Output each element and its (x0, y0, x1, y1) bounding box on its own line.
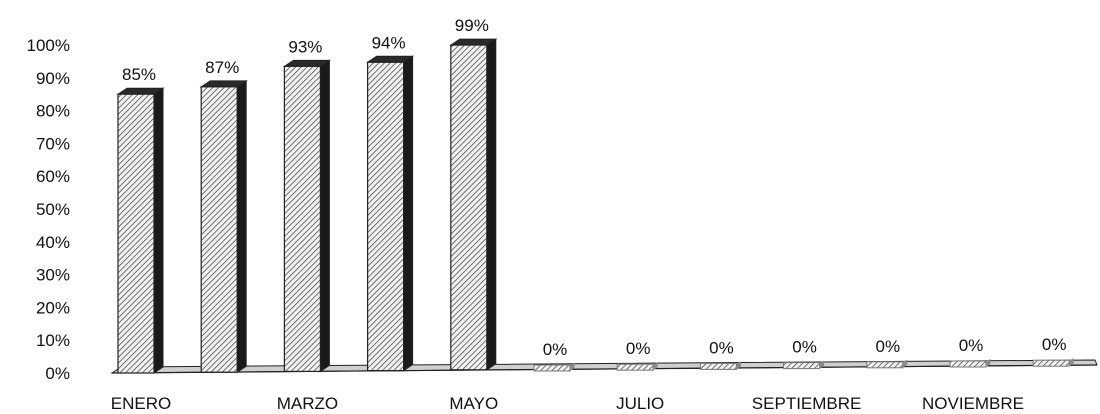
bar-side (653, 362, 658, 371)
bar-side (403, 55, 414, 372)
data-label: 0% (1042, 335, 1067, 354)
x-category-label: ENERO (111, 394, 171, 413)
bar-series (116, 38, 1074, 374)
bar-front (533, 364, 571, 372)
data-label: 0% (876, 337, 901, 356)
data-label: 0% (709, 338, 734, 357)
data-label: 0% (959, 336, 984, 355)
x-axis-labels: ENERO MARZO MAYO JULIO SEPTIEMBRE NOVIEMBRE (111, 394, 1024, 413)
y-tick-label: 20% (36, 298, 70, 317)
data-labels: 85% 87% 93% 94% 99% 0% 0% 0% 0% 0% 0% 0% (122, 16, 1067, 359)
data-label: 0% (626, 339, 651, 358)
bar-top (116, 87, 165, 95)
y-tick-label: 0% (45, 364, 70, 383)
bar-julio (616, 362, 658, 371)
bar-front (283, 65, 321, 373)
x-category-label: MAYO (449, 394, 498, 413)
bar-front (616, 363, 654, 371)
x-category-label: MARZO (277, 394, 338, 413)
bar-junio (533, 363, 575, 372)
chart-floor (110, 359, 1098, 374)
y-tick-label: 100% (27, 36, 70, 55)
data-label: 93% (288, 37, 322, 56)
bar-front (949, 360, 987, 368)
y-tick-label: 30% (36, 266, 70, 285)
bar-febrero (199, 79, 248, 374)
bar-front (1032, 359, 1070, 367)
bar-side (736, 361, 741, 370)
y-tick-label: 40% (36, 233, 70, 252)
bar-agosto (699, 361, 741, 370)
y-tick-label: 70% (36, 134, 70, 153)
bar-side (319, 59, 330, 373)
x-axis-line (111, 364, 1098, 374)
y-tick-label: 10% (36, 331, 70, 350)
bar-enero (116, 87, 165, 374)
bar-side (236, 79, 247, 374)
y-axis: 0% 10% 20% 30% 40% 50% 60% 70% 80% 90% 100% (27, 36, 70, 383)
bar-diciembre (1032, 358, 1074, 367)
bar-abril (365, 55, 415, 372)
data-label: 0% (543, 340, 568, 359)
bar-noviembre (949, 359, 991, 368)
bar-mayo (449, 38, 498, 371)
bar-side (570, 363, 575, 371)
bar-septiembre (783, 360, 825, 370)
bar-front (450, 44, 488, 371)
y-tick-label: 90% (36, 69, 70, 88)
bar-side (902, 359, 908, 368)
bar-front (117, 93, 155, 374)
bar-front (783, 362, 821, 370)
bar-top (365, 55, 415, 63)
y-tick-label: 80% (36, 102, 70, 121)
bar-top (282, 59, 332, 67)
bar-marzo (282, 59, 332, 373)
x-category-label: SEPTIEMBRE (752, 394, 862, 413)
bar-side (986, 359, 991, 367)
data-label: 99% (455, 16, 489, 35)
data-label: 85% (122, 65, 156, 84)
y-tick-label: 50% (36, 200, 70, 219)
data-label: 0% (792, 338, 817, 357)
bar-octubre (866, 359, 908, 369)
bar-front (699, 362, 737, 370)
x-category-label: JULIO (616, 394, 664, 413)
data-label: 94% (372, 33, 406, 52)
bar-front (866, 361, 904, 369)
bar-front (200, 86, 238, 373)
data-label: 87% (205, 58, 239, 77)
y-tick-label: 60% (36, 167, 70, 186)
bar-top (199, 80, 248, 88)
bar-side (1069, 358, 1074, 367)
bar-front (367, 61, 405, 372)
bar-side (153, 87, 164, 374)
bar-side (819, 360, 825, 369)
bar-top (449, 38, 498, 46)
x-category-label: NOVIEMBRE (922, 394, 1024, 413)
bar-side (486, 38, 497, 371)
